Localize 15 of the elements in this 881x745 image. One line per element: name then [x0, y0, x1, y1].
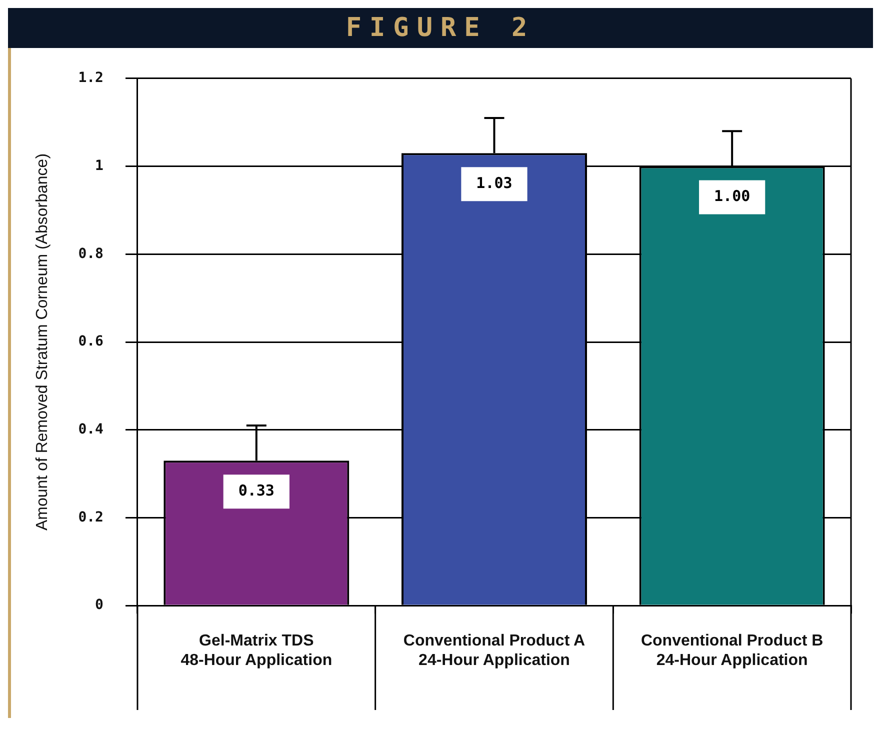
y-tick-label: 0.2 — [78, 509, 104, 526]
data-label: 1.03 — [476, 174, 512, 192]
y-tick-label: 0.8 — [78, 246, 104, 262]
x-tick-label: Conventional Product B 24-Hour Application — [640, 632, 824, 669]
y-tick-label: 0 — [95, 597, 104, 614]
data-label: 1.00 — [714, 187, 750, 206]
y-tick-label: 0.6 — [78, 334, 104, 350]
x-tick-label: Gel-Matrix TDS 48-Hour Application — [180, 632, 332, 669]
data-label: 0.33 — [238, 482, 274, 500]
x-tick-label: Conventional Product A 24-Hour Application — [403, 632, 586, 669]
y-axis-title: Amount of Removed Stratum Corneum (Absorbance) — [34, 153, 52, 531]
y-tick-label: 0.4 — [78, 422, 104, 438]
y-tick-label: 1 — [95, 158, 104, 174]
chart-title: FIGURE 2 — [346, 13, 536, 43]
y-tick-label: 1.2 — [78, 70, 104, 86]
